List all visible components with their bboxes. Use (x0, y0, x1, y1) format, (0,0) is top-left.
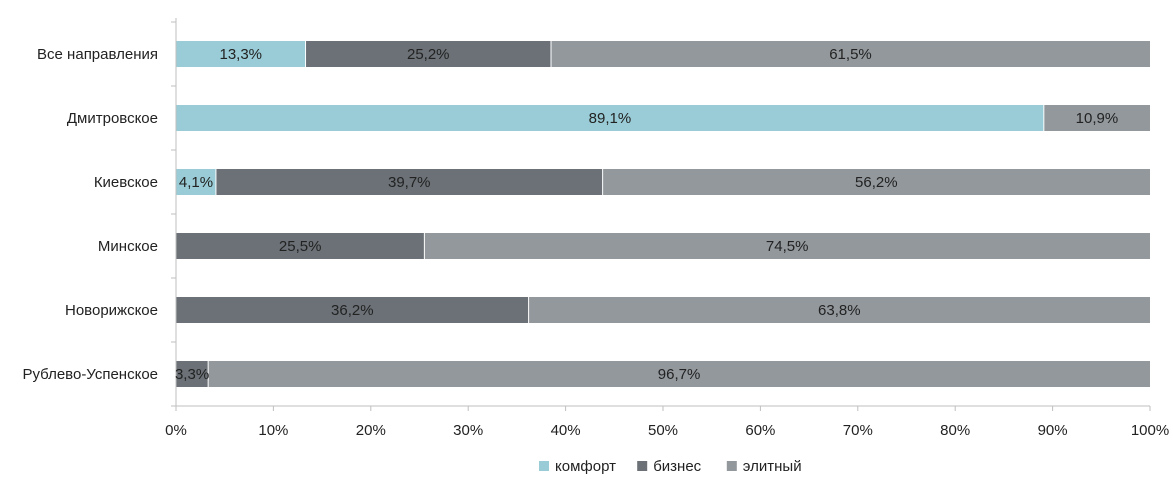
bar-segment-бизнес (215, 169, 603, 195)
bar-segment-элитный (528, 297, 1150, 323)
x-tick-label: 90% (1038, 422, 1068, 439)
legend-swatch-элитный (726, 461, 737, 471)
bar-segment-комфорт (176, 41, 306, 67)
category-label: Новорижское (65, 302, 158, 319)
bar-segment-бизнес (176, 361, 209, 387)
x-tick-label: 30% (453, 422, 483, 439)
bar-segment-элитный (1043, 105, 1150, 131)
x-tick-label: 60% (745, 422, 775, 439)
x-tick-label: 40% (551, 422, 581, 439)
bar-segment-элитный (208, 361, 1151, 387)
bar-segment-элитный (424, 233, 1150, 259)
data-label: 89,1% (589, 110, 632, 127)
bar-segment-комфорт (176, 105, 1044, 131)
legend-swatch-бизнес (637, 461, 648, 471)
data-label: 36,2% (331, 302, 374, 319)
data-label: 96,7% (658, 366, 701, 383)
data-label: 13,3% (219, 46, 262, 63)
data-label: 63,8% (818, 302, 861, 319)
legend-label: бизнес (653, 458, 701, 475)
axes-group: 0% 10% 20% 30% 40% 50% 60% 70% 80% 90% 100% (165, 18, 1169, 439)
legend-label: элитный (743, 458, 802, 475)
bar-segment-бизнес (176, 233, 425, 259)
bar-segment-бизнес (305, 41, 551, 67)
bar-segment-элитный (602, 169, 1150, 195)
x-tick-label: 70% (843, 422, 873, 439)
x-tick-label: 20% (356, 422, 386, 439)
legend-swatch-комфорт (539, 461, 549, 471)
bar-segment-элитный (550, 41, 1150, 67)
x-tick-label: 50% (648, 422, 678, 439)
data-label: 4,1% (179, 174, 213, 191)
bars-group (176, 41, 1151, 387)
data-label: 25,5% (279, 238, 322, 255)
x-tick-label: 80% (940, 422, 970, 439)
data-label: 39,7% (388, 174, 431, 191)
x-tick-label: 100% (1131, 422, 1169, 439)
data-label: 56,2% (855, 174, 898, 191)
x-tick-label: 0% (165, 422, 187, 439)
data-label: 3,3% (175, 366, 209, 383)
data-label: 61,5% (829, 46, 872, 63)
category-label: Минское (98, 238, 158, 255)
legend-label: комфорт (555, 458, 616, 475)
bar-segment-комфорт (176, 169, 216, 195)
data-label: 10,9% (1076, 110, 1119, 127)
category-label: Все направления (37, 46, 158, 63)
legend: комфорт бизнес элитный (539, 458, 802, 475)
category-label: Киевское (94, 174, 158, 191)
x-tick-label: 10% (258, 422, 288, 439)
category-label: Дмитровское (67, 110, 158, 127)
data-label: 25,2% (407, 46, 450, 63)
category-label: Рублево-Успенское (22, 366, 158, 383)
labels-group: 13,3% 25,2% 61,5% Все направления 89,1% 10,9%… (22, 46, 1118, 383)
data-label: 74,5% (766, 238, 809, 255)
bar-segment-бизнес (176, 297, 529, 323)
